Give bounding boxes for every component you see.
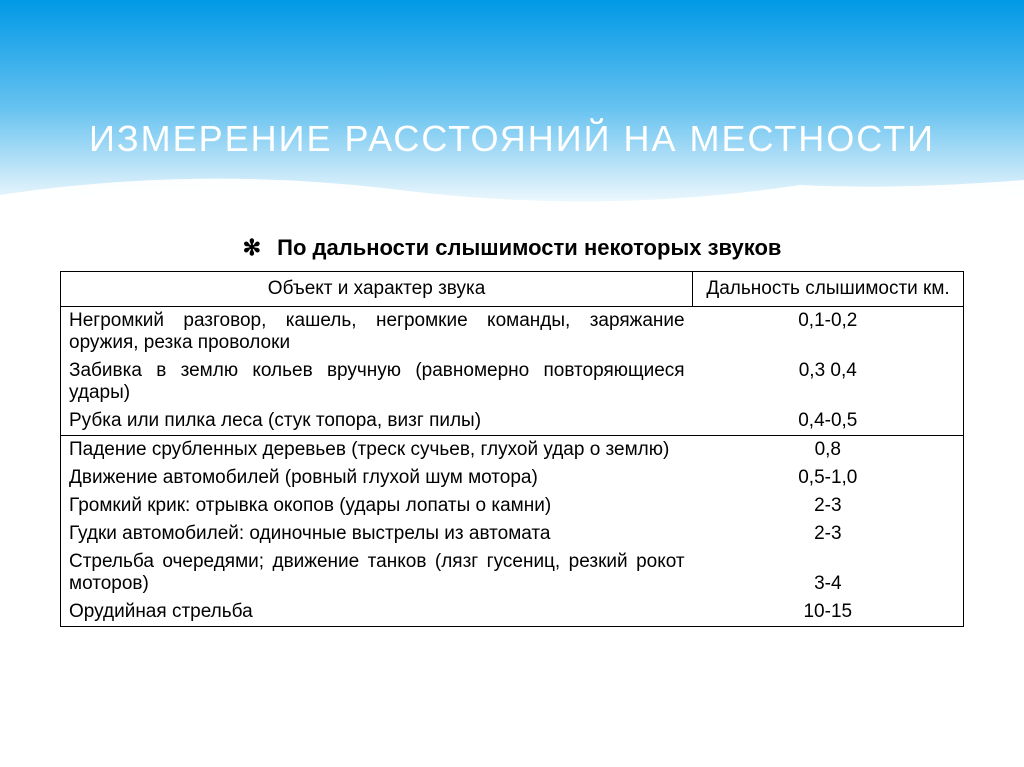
- table-row: Падение срубленных деревьев (треск сучье…: [61, 436, 964, 465]
- table-row: Движение автомобилей (ровный глухой шум …: [61, 464, 964, 492]
- bullet-marker: ✻: [243, 235, 261, 260]
- cell-distance: 0,4-0,5: [693, 407, 964, 436]
- table-row: Стрельба очередями; движение танков (ляз…: [61, 548, 964, 598]
- table-header-row: Объект и характер звука Дальность слышим…: [61, 272, 964, 307]
- table-row: Забивка в землю кольев вручную (равномер…: [61, 357, 964, 407]
- table-row: Орудийная стрельба 10-15: [61, 598, 964, 627]
- cell-object: Падение срубленных деревьев (треск сучье…: [61, 436, 693, 465]
- cell-object: Гудки автомобилей: одиночные выстрелы из…: [61, 520, 693, 548]
- cell-distance: 2-3: [693, 492, 964, 520]
- slide-title: ИЗМЕРЕНИЕ РАССТОЯНИЙ НА МЕСТНОСТИ: [0, 118, 1024, 160]
- cell-distance: 10-15: [693, 598, 964, 627]
- table-row: Рубка или пилка леса (стук топора, визг …: [61, 407, 964, 436]
- subtitle: ✻ По дальности слышимости некоторых звук…: [60, 235, 964, 261]
- cell-object: Громкий крик: отрывка окопов (удары лопа…: [61, 492, 693, 520]
- cell-object: Движение автомобилей (ровный глухой шум …: [61, 464, 693, 492]
- subtitle-text: По дальности слышимости некоторых звуков: [277, 235, 781, 260]
- table-row: Гудки автомобилей: одиночные выстрелы из…: [61, 520, 964, 548]
- header-distance: Дальность слышимости км.: [693, 272, 964, 307]
- cell-distance: 0,5-1,0: [693, 464, 964, 492]
- cell-distance: 0,1-0,2: [693, 307, 964, 358]
- cell-object: Орудийная стрельба: [61, 598, 693, 627]
- data-table: Объект и характер звука Дальность слышим…: [60, 271, 964, 627]
- content-area: ✻ По дальности слышимости некоторых звук…: [0, 215, 1024, 647]
- cell-distance: 3-4: [693, 548, 964, 598]
- cell-distance: 2-3: [693, 520, 964, 548]
- cell-object: Негромкий разговор, кашель, негромкие ко…: [61, 307, 693, 358]
- cell-object: Рубка или пилка леса (стук топора, визг …: [61, 407, 693, 436]
- cell-distance: 0,3 0,4: [693, 357, 964, 407]
- cell-object: Забивка в землю кольев вручную (равномер…: [61, 357, 693, 407]
- table-row: Громкий крик: отрывка окопов (удары лопа…: [61, 492, 964, 520]
- header-background: ИЗМЕРЕНИЕ РАССТОЯНИЙ НА МЕСТНОСТИ: [0, 0, 1024, 215]
- wave-decoration: [0, 155, 1024, 235]
- header-object: Объект и характер звука: [61, 272, 693, 307]
- table-row: Негромкий разговор, кашель, негромкие ко…: [61, 307, 964, 358]
- slide-container: ИЗМЕРЕНИЕ РАССТОЯНИЙ НА МЕСТНОСТИ ✻ По д…: [0, 0, 1024, 767]
- cell-object: Стрельба очередями; движение танков (ляз…: [61, 548, 693, 598]
- cell-distance: 0,8: [693, 436, 964, 465]
